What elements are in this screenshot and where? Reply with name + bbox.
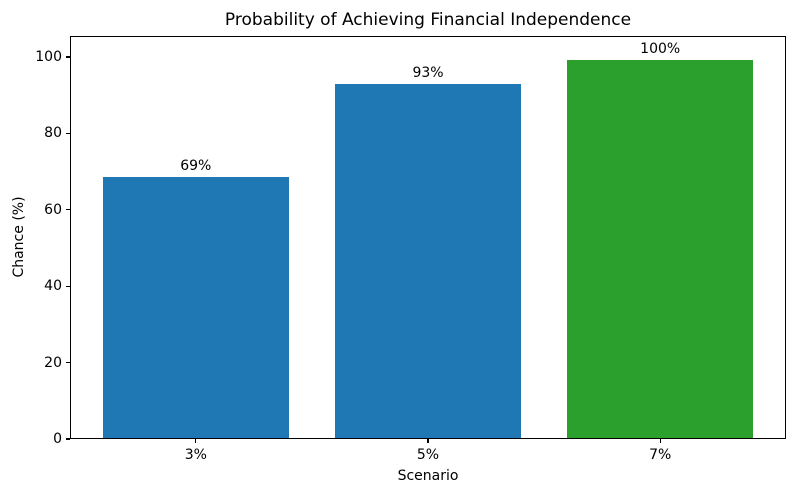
chart-title: Probability of Achieving Financial Indep…	[224, 10, 632, 30]
y-tick-mark-80	[66, 132, 70, 134]
y-tick-label-100: 100	[35, 49, 62, 65]
bar-5%	[335, 83, 521, 438]
x-tick-label-5%: 5%	[416, 447, 440, 463]
plot-area: 69% 93% 100%	[70, 36, 786, 439]
y-tick-mark-20	[66, 362, 70, 364]
x-tick-mark-5%	[427, 439, 429, 443]
y-tick-mark-0	[66, 438, 70, 440]
bar-7%	[567, 59, 754, 438]
y-tick-label-20: 20	[44, 354, 62, 371]
x-tick-mark-7%	[659, 439, 661, 443]
y-tick-mark-100	[66, 56, 70, 58]
x-tick-label-7%: 7%	[649, 447, 672, 463]
bar-3%	[102, 177, 289, 438]
bar-value-label-5%: 93%	[412, 64, 444, 81]
y-tick-mark-40	[66, 285, 70, 287]
bar-value-label-7%: 100%	[640, 40, 681, 57]
y-tick-label-60: 60	[44, 201, 62, 218]
y-tick-label-40: 40	[44, 278, 62, 295]
y-tick-label-80: 80	[44, 125, 62, 142]
x-tick-mark-3%	[195, 439, 197, 443]
y-tick-label-0: 0	[53, 431, 62, 447]
x-tick-label-3%: 3%	[184, 447, 207, 463]
bar-value-label-3%: 69%	[180, 158, 212, 175]
x-axis-label: Scenario	[397, 468, 459, 484]
y-tick-mark-60	[66, 209, 70, 211]
